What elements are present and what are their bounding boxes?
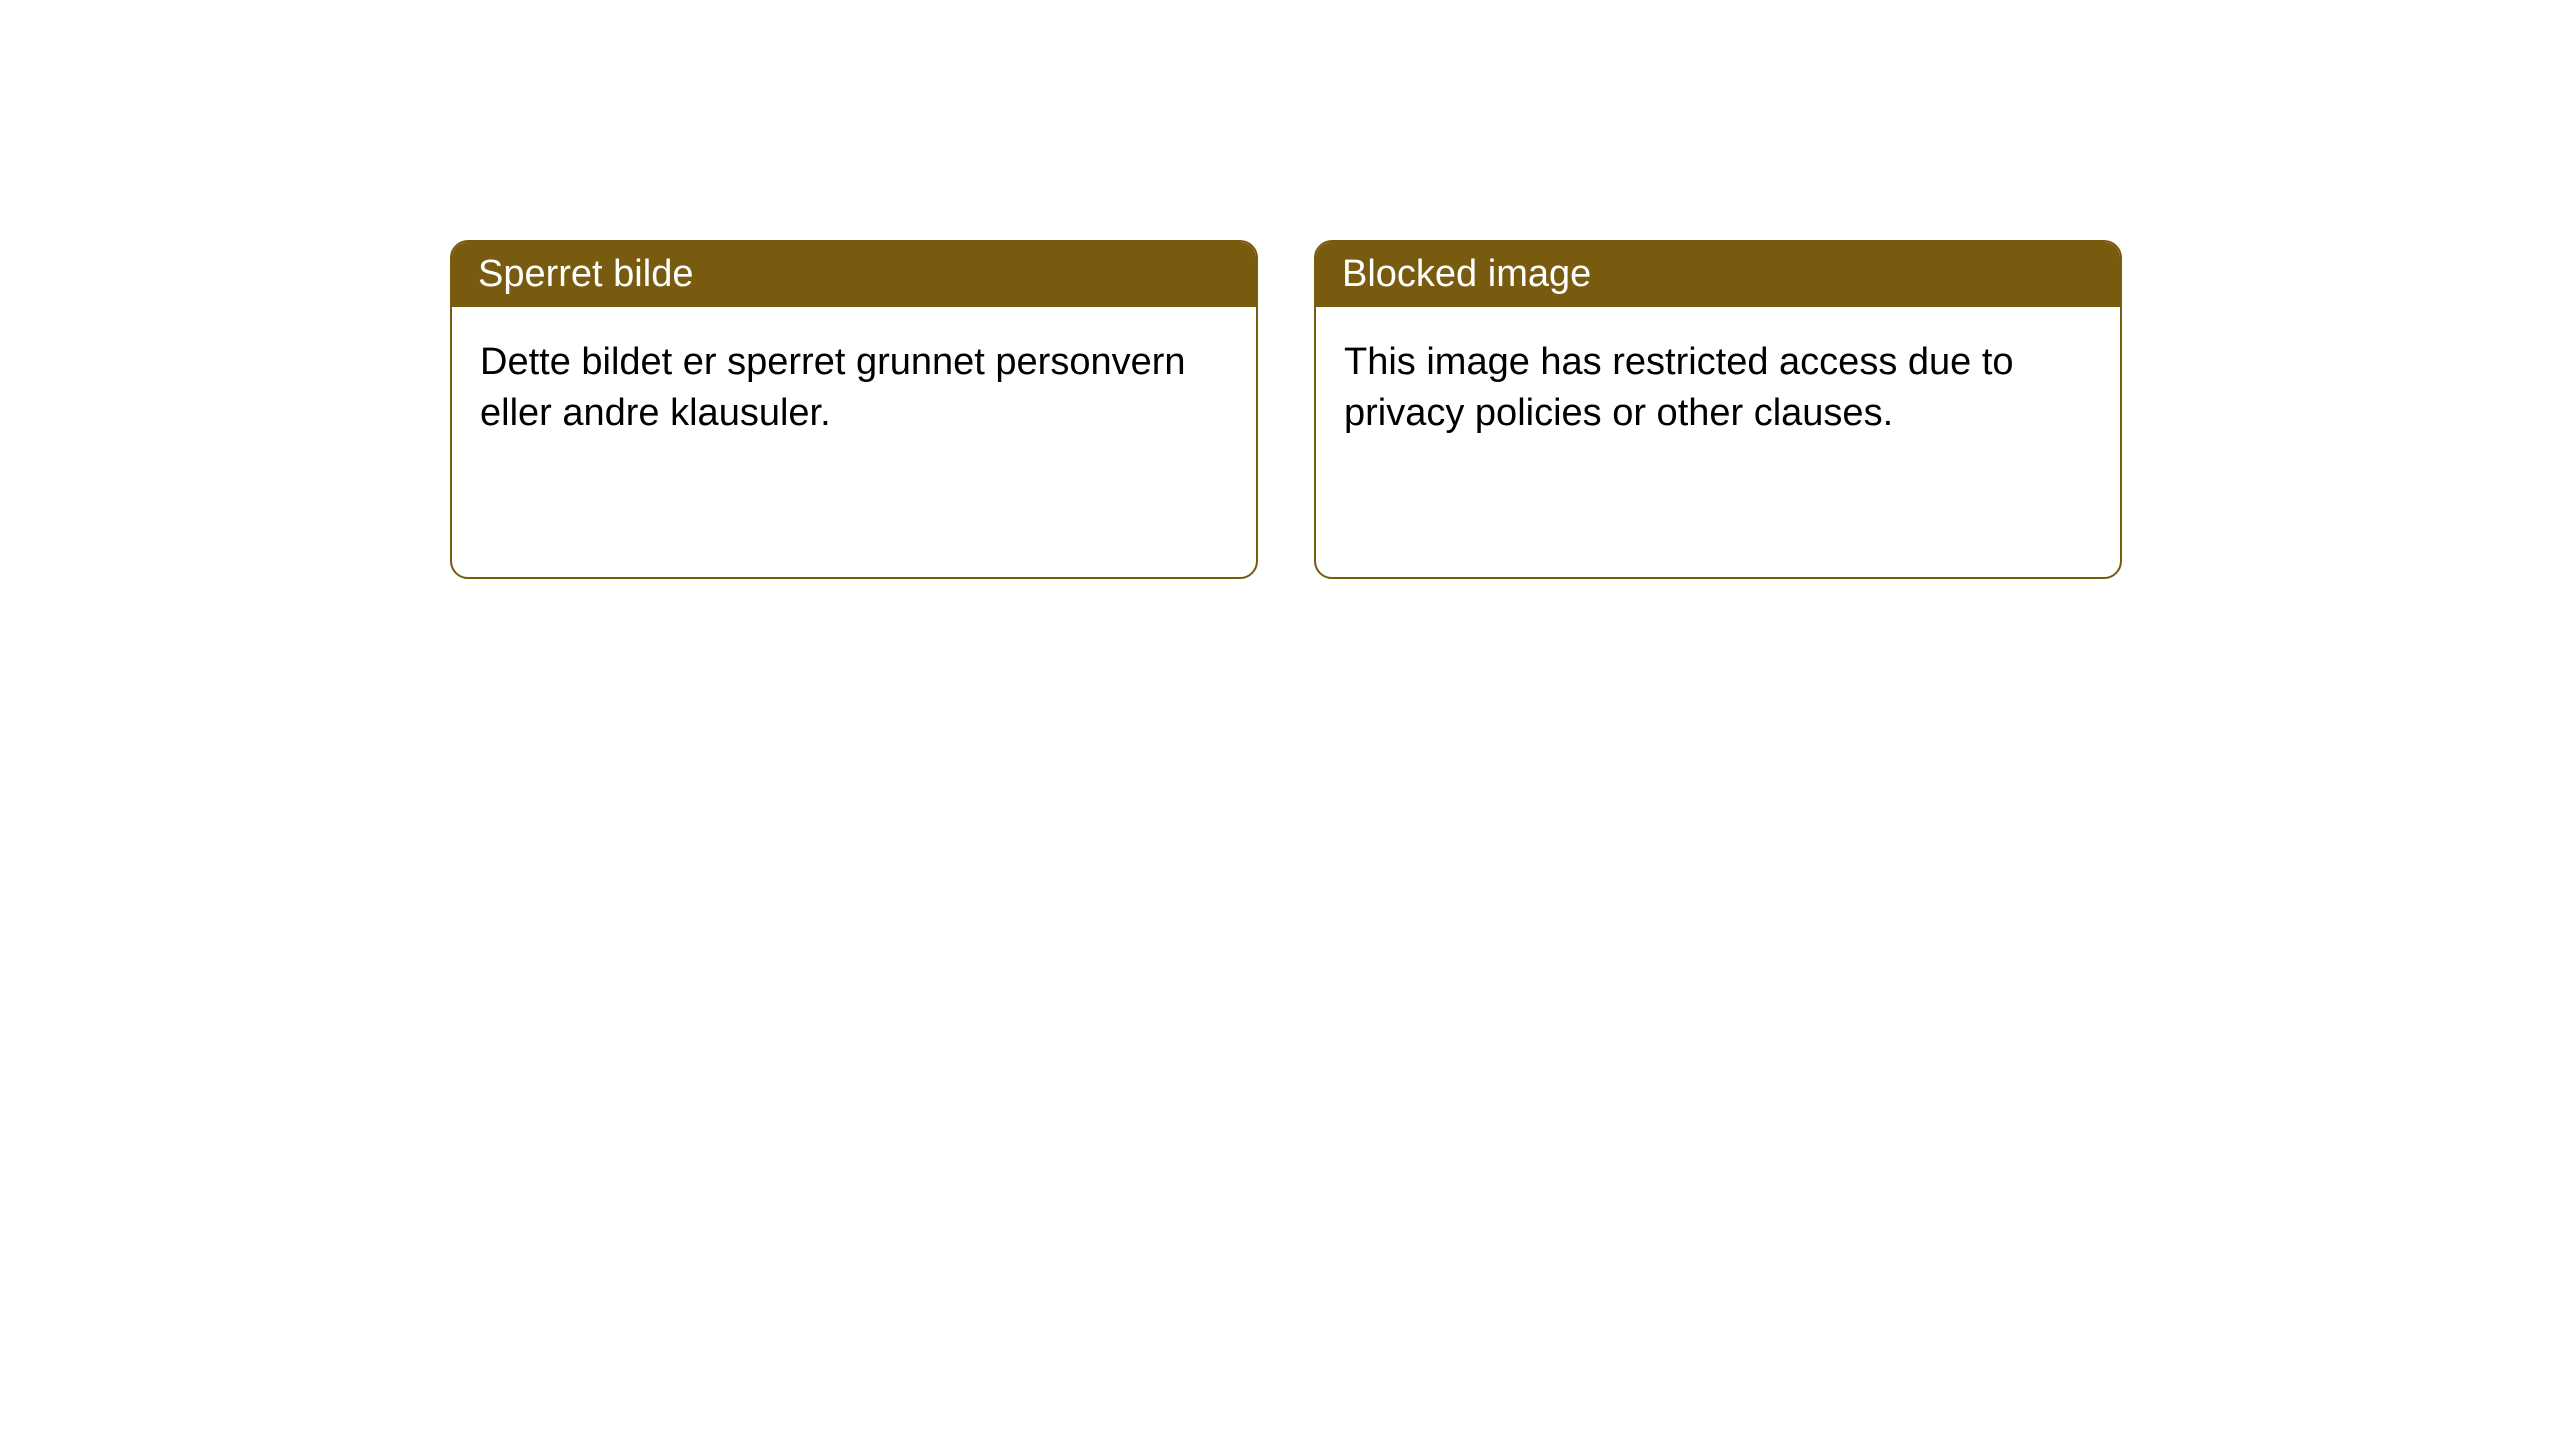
blocked-image-card-no: Sperret bilde Dette bildet er sperret gr… [450, 240, 1258, 579]
card-title-no: Sperret bilde [478, 253, 693, 295]
card-message-en: This image has restricted access due to … [1344, 341, 2014, 434]
card-body-no: Dette bildet er sperret grunnet personve… [452, 307, 1256, 577]
card-title-en: Blocked image [1342, 253, 1591, 295]
card-header-en: Blocked image [1316, 242, 2120, 307]
card-body-en: This image has restricted access due to … [1316, 307, 2120, 577]
blocked-image-card-en: Blocked image This image has restricted … [1314, 240, 2122, 579]
card-message-no: Dette bildet er sperret grunnet personve… [480, 341, 1186, 434]
cards-container: Sperret bilde Dette bildet er sperret gr… [0, 0, 2560, 579]
card-header-no: Sperret bilde [452, 242, 1256, 307]
